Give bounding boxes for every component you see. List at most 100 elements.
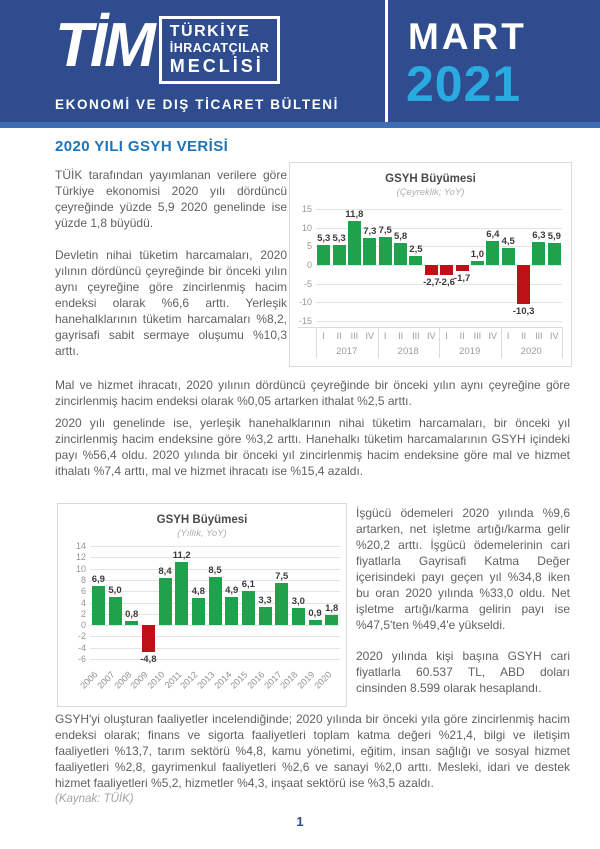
y-axis-tick-label: -4 [77, 642, 86, 653]
y-axis-tick-label: 0 [80, 620, 86, 631]
gridline [316, 321, 562, 322]
bar [225, 597, 239, 626]
bar-value-label: 4,8 [191, 586, 205, 597]
bar [501, 248, 515, 265]
bar-value-label: 3,0 [291, 596, 305, 608]
bar [424, 265, 438, 276]
paragraph: Devletin nihai tüketim harcamaları, 2020… [55, 248, 287, 358]
y-axis-tick-label: 8 [80, 574, 86, 585]
tim-logo-box: TÜRKİYE İHRACATÇILAR MECLİSİ [158, 16, 281, 84]
bar [258, 606, 272, 626]
bar-value-label: 11,8 [345, 208, 364, 220]
y-axis-tick-label: 6 [80, 586, 86, 597]
gridline [90, 659, 340, 660]
bar [409, 255, 423, 265]
bar [455, 265, 469, 272]
bar [91, 586, 105, 626]
bar [470, 261, 484, 265]
right-text-column: İşgücü ödemeleri 2020 yılında %9,6 artar… [356, 505, 570, 696]
gridline [316, 246, 562, 248]
x-axis-quarter-label: III [350, 331, 359, 341]
bar-value-label: -2,6 [438, 276, 455, 288]
left-text-column: TÜİK tarafından yayımlanan verilere göre… [55, 167, 287, 359]
x-axis-quarter-label: II [398, 331, 404, 341]
paragraph: GSYH'yi oluşturan faaliyetler incelendiğ… [55, 712, 570, 790]
y-axis-tick-label: 12 [75, 552, 86, 563]
bar-value-label: 4,9 [225, 585, 239, 597]
chart-subtitle: (Çeyreklik; YoY) [396, 187, 465, 198]
x-axis-quarter-label: I [322, 331, 325, 341]
x-axis-group-separator [500, 327, 502, 358]
x-axis-year-label: 2017 [336, 346, 358, 357]
y-axis-tick-label: -10 [298, 297, 312, 308]
x-axis-quarter-label: III [535, 331, 543, 341]
bar [486, 241, 500, 265]
tim-logo-line: MECLİSİ [169, 56, 264, 76]
bar-value-label: 7,3 [363, 225, 377, 237]
bar [394, 243, 408, 265]
issue-year: 2021 [406, 56, 522, 112]
x-axis-quarter-label: III [412, 331, 420, 341]
bar-value-label: 5,8 [393, 231, 408, 243]
x-axis-quarter-label: III [473, 331, 482, 341]
bar-value-label: -1,7 [453, 273, 471, 285]
bottom-text-block: GSYH'yi oluşturan faaliyetler incelendiğ… [55, 711, 570, 805]
y-axis-tick-label: 15 [301, 204, 312, 214]
bar-value-label: 7,5 [378, 225, 392, 236]
tim-logo: TİM TÜRKİYE İHRACATÇILAR MECLİSİ [55, 12, 281, 84]
gridline [90, 546, 340, 547]
x-axis-quarter-label: IV [365, 331, 375, 341]
y-axis-tick-label: -6 [77, 654, 86, 664]
bar-value-label: 0,9 [308, 608, 322, 619]
bar-value-label: 5,3 [332, 233, 346, 245]
header-divider [385, 0, 388, 122]
quarterly-gdp-growth-chart: GSYH Büyümesi (Çeyreklik; YoY) 15 10 5 0 -5 -10… [289, 162, 572, 367]
bar [363, 237, 377, 265]
gridline [316, 265, 562, 266]
chart-title: GSYH Büyümesi [385, 173, 476, 185]
bar [517, 265, 531, 304]
bar-value-label: 0,8 [125, 608, 139, 620]
bar-value-label: 5,9 [547, 231, 561, 242]
gridline [90, 636, 340, 638]
x-axis-group-separator [439, 327, 440, 358]
bar-value-label: -2,7 [423, 277, 440, 289]
y-axis-tick-label: -15 [298, 316, 312, 326]
x-axis-group-separator [316, 327, 317, 358]
gridline [90, 647, 340, 649]
chart-title: GSYH Büyümesi [156, 514, 248, 526]
paragraph: İşgücü ödemeleri 2020 yılında %9,6 artar… [356, 506, 570, 632]
bar-value-label: 4,5 [501, 236, 515, 248]
x-axis-year-label: 2020 [520, 346, 542, 357]
issue-month: MART [408, 16, 527, 57]
bar-value-label: 6,3 [532, 229, 546, 241]
x-axis-quarter-label: IV [427, 331, 436, 341]
paragraph: 2020 yılı genelinde ise, yerleşik haneha… [55, 416, 570, 478]
gridline [316, 302, 562, 304]
x-axis-group-separator [562, 327, 563, 358]
bar [440, 265, 454, 275]
gridline [316, 283, 562, 285]
y-axis-tick-label: 10 [75, 563, 86, 574]
bar [378, 237, 392, 265]
bar-value-label: 7,5 [275, 570, 289, 582]
x-axis-quarter-label: I [383, 331, 387, 341]
bar [158, 577, 172, 626]
tim-logo-line: İHRACATÇILAR [169, 41, 270, 55]
chart-subtitle: (Yıllık, YoY) [177, 528, 227, 539]
y-axis-tick-label: -2 [77, 631, 86, 642]
gridline [90, 557, 340, 559]
bar-value-label: 2,5 [409, 243, 423, 255]
x-axis-group-separator [377, 327, 379, 358]
bar [175, 561, 189, 626]
y-axis-tick-label: 10 [301, 222, 312, 233]
bar [125, 620, 139, 626]
bar [347, 220, 361, 265]
bar-value-label: -4,8 [140, 654, 157, 666]
bar-value-label: -10,3 [512, 305, 535, 317]
bar-value-label: 6,1 [241, 578, 255, 590]
bar [208, 577, 222, 626]
bar [532, 241, 546, 265]
bar-value-label: 8,5 [208, 565, 222, 577]
gridline [316, 227, 562, 229]
